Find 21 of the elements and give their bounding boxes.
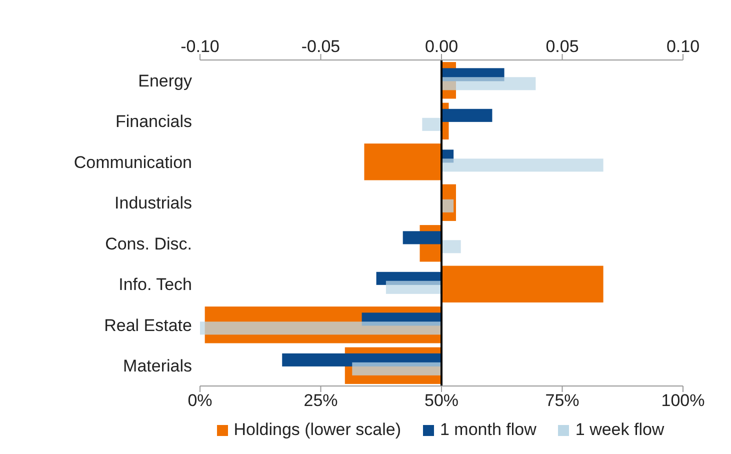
y-tick-label: Real Estate	[104, 316, 192, 335]
y-tick-label: Cons. Disc.	[105, 234, 192, 254]
x-tick-label: 75%	[545, 391, 580, 410]
x-tick-label: 50%	[424, 391, 459, 410]
y-tick-label: Energy	[138, 71, 192, 90]
x-tick-label: 0%	[188, 391, 212, 410]
legend-label: Holdings (lower scale)	[234, 420, 401, 440]
x-tick-label: 100%	[661, 391, 705, 410]
x2-tick-label: -0.10	[180, 37, 220, 56]
y-tick-label: Info. Tech	[118, 275, 192, 294]
y-tick-label: Financials	[115, 112, 192, 132]
legend-label: 1 month flow	[440, 420, 536, 440]
y-tick-label: Industrials	[114, 194, 192, 213]
y-tick-label: Materials	[123, 356, 192, 376]
x2-tick-label: 0.10	[666, 37, 700, 56]
y-tick-label: Communication	[74, 152, 192, 172]
x2-tick-label: -0.05	[301, 37, 340, 56]
x2-tick-label: 0.05	[546, 37, 579, 56]
x-tick-label: 25%	[304, 391, 338, 410]
legend-label: 1 week flow	[575, 420, 664, 440]
x2-tick-label: 0.00	[424, 37, 458, 56]
